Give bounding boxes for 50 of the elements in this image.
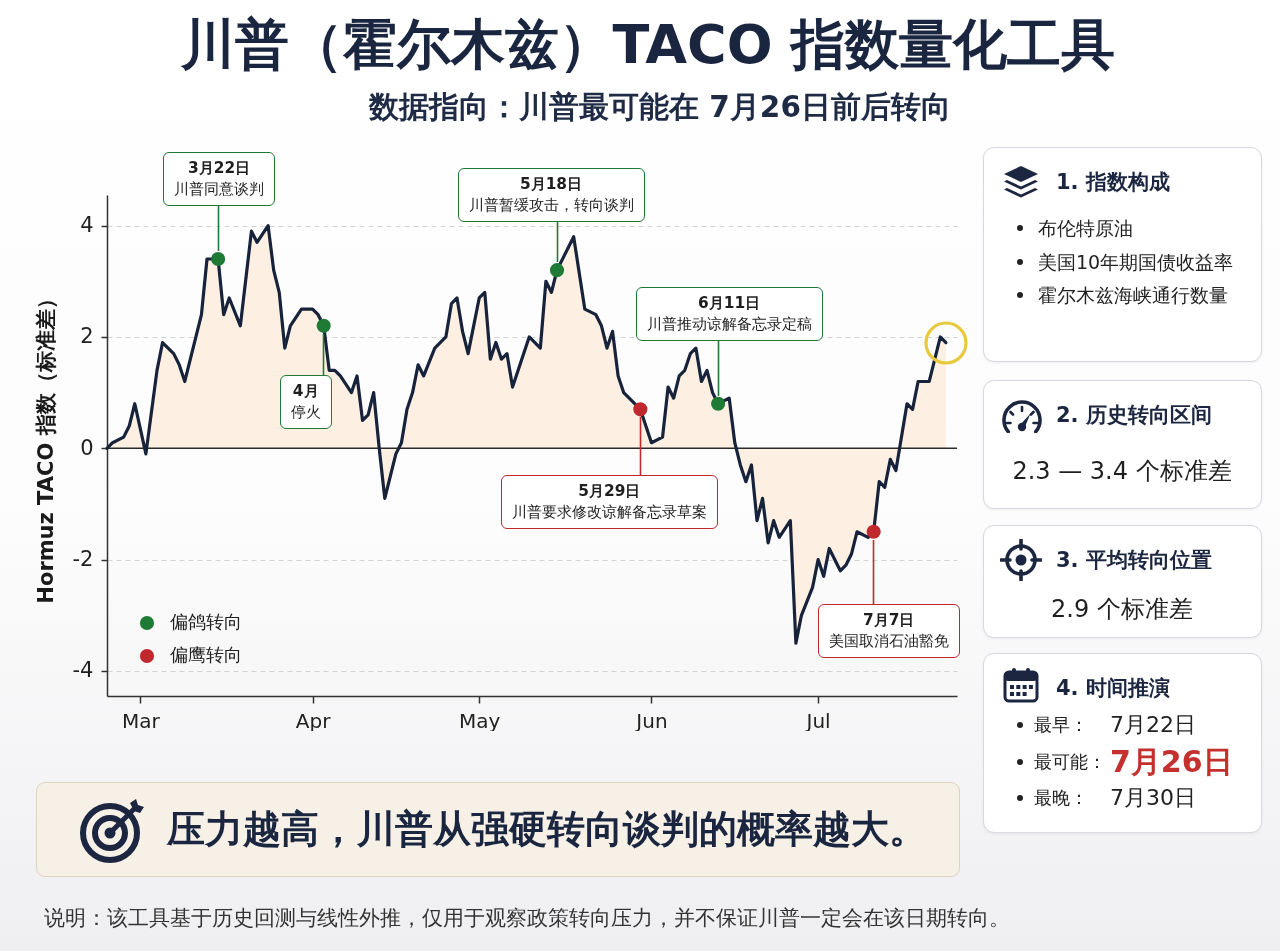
annotation: 川普暂缓攻击，转向谈判 <box>468 195 634 217</box>
text: 7月22日 <box>1110 711 1196 739</box>
legend-label: 偏鸽转向 <box>170 611 242 632</box>
text: 2. 历史转向区间 <box>1056 402 1212 429</box>
text: 最早： <box>1034 713 1088 737</box>
text: 布伦特原油 <box>1038 216 1133 241</box>
point <box>211 251 226 267</box>
text: 4. 时间推演 <box>1056 675 1170 702</box>
y-tick-label: -4 <box>72 658 94 683</box>
text: 5月18日 <box>518 174 584 196</box>
text: 最可能： <box>1034 749 1106 774</box>
text: 最晚： <box>1034 786 1088 810</box>
annotation: 停火 <box>290 401 321 423</box>
y-tick-label: -2 <box>72 547 94 572</box>
point <box>711 396 726 411</box>
annotation: 川普推动谅解备忘录定稿 <box>646 313 812 335</box>
y-axis-title: Hormuz TACO 指数（标准差） <box>33 288 58 604</box>
point <box>316 318 331 333</box>
text: 霍尔木兹海峡通行数量 <box>1038 283 1228 308</box>
x-tick-label: May <box>459 708 501 733</box>
annotation: 6月11日 <box>697 292 762 314</box>
text: 3. 平均转向位置 <box>1056 547 1212 574</box>
x-tick-label: Jul <box>804 708 831 733</box>
annotation: 川普要求修改谅解备忘录草案 <box>511 502 707 524</box>
x-tick-label: Apr <box>295 708 332 733</box>
y-tick-label: 2 <box>80 324 94 349</box>
x-tick-label: Mar <box>121 708 161 733</box>
text: 7月26日 <box>1110 743 1233 779</box>
text: 3月22日 <box>187 158 252 179</box>
y-tick-label: 4 <box>80 213 94 238</box>
annotation: 5月29日 <box>577 481 642 503</box>
annotation: 美国取消石油豁免 <box>828 630 949 652</box>
annotation: 4月 <box>291 380 320 402</box>
y-tick-label: 0 <box>80 435 94 460</box>
text: 说明：该工具基于历史回测与线性外推，仅用于观察政策转向压力，并不保证川普一定会在该日期转向。 <box>44 905 1010 932</box>
point <box>549 263 565 278</box>
text: 压力越高，川普从强硬转向谈判的概率越大。 <box>167 806 927 853</box>
text: 2.3 — 3.4 个标准差 <box>1011 456 1233 486</box>
x-tick-label: Jun <box>634 708 668 733</box>
annotation: 7月7日 <box>861 609 916 631</box>
text: 1. 指数构成 <box>1056 169 1170 196</box>
point <box>633 402 648 417</box>
annotation: 川普同意谈判 <box>174 179 265 200</box>
text: 2.9 个标准差 <box>1050 594 1194 624</box>
legend-label: 偏鹰转向 <box>170 644 242 665</box>
chart-title: 川普（霍尔木兹）TACO 指数量化工具 <box>179 13 1117 77</box>
text: 美国10年期国债收益率 <box>1038 249 1234 275</box>
point <box>866 524 881 539</box>
text: 7月30日 <box>1110 784 1196 812</box>
chart-subtitle: 数据指向：川普最可能在 7月26日前后转向 <box>367 89 952 126</box>
